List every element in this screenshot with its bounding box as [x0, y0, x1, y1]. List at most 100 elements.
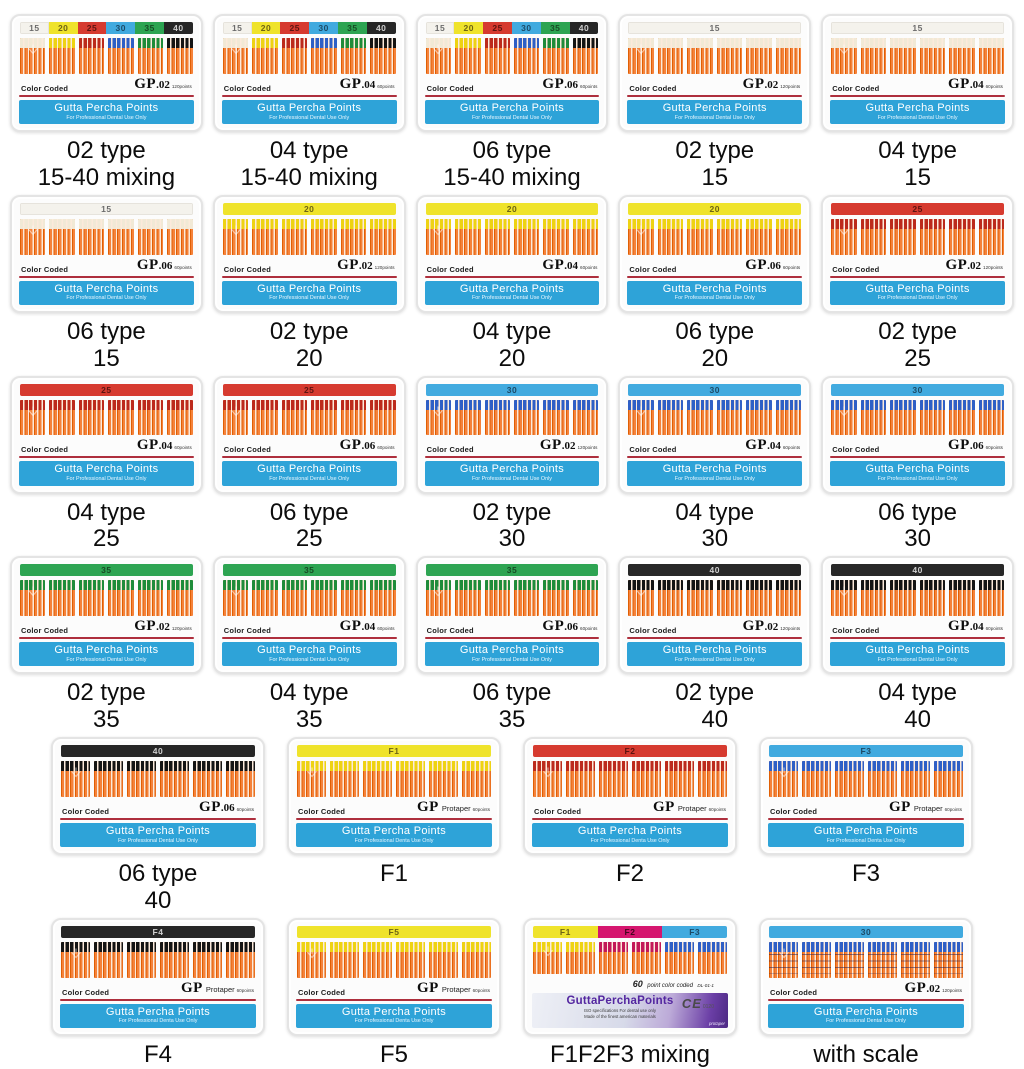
gp-logo-text: GP	[136, 437, 159, 454]
divider-red-line	[627, 456, 803, 459]
compartment	[628, 580, 654, 617]
gp-points-count: 60points	[782, 445, 801, 451]
package: 40 Color Coded GP .04 60points Gutta Percha P…	[821, 556, 1014, 675]
point-tips	[167, 399, 193, 410]
band-subtitle: For Professional Dental Use Only	[877, 114, 958, 121]
compartment	[78, 38, 105, 74]
point-tips	[802, 761, 831, 771]
point-tips	[484, 580, 510, 591]
size-strip-segment: 35	[135, 22, 164, 34]
band-title: Gutta Percha Points	[865, 644, 970, 657]
color-coded-label: Color Coded	[21, 445, 69, 455]
band-subtitle: For Professional Dental Use Only	[66, 656, 147, 663]
color-coded-label: Color Coded	[832, 83, 880, 93]
caption-line: F4	[143, 1040, 172, 1068]
caption-line: 06 type	[472, 137, 552, 164]
gp-points-count: 60points	[377, 83, 395, 89]
point-tips	[311, 38, 337, 48]
color-coded-label: Color Coded	[629, 626, 677, 636]
point-tips	[484, 218, 510, 229]
product-card-gp04-20: 20 Color Coded GP .04 60points Gutta Percha P…	[415, 194, 609, 373]
gp-brand: GP .06 60points	[137, 257, 192, 274]
package: 15 20 25 30 35 40 Color Coded GP .04 60points Gutt…	[212, 14, 406, 132]
point-tips	[252, 580, 278, 591]
caption: 02 type 30	[473, 499, 552, 554]
package-header: 35	[425, 564, 599, 577]
down-arrow-icon	[68, 766, 83, 786]
band-subtitle: For Professional Dental Use Only	[471, 114, 552, 121]
compartment	[222, 399, 249, 436]
compartment	[831, 580, 857, 617]
gp-points-count: 120points	[171, 83, 192, 89]
point-tips	[252, 38, 278, 48]
size-strip-segment: 30	[831, 383, 1004, 396]
product-card-gp04-25: 25 Color Coded GP .04 60points Gutta Percha P…	[10, 375, 203, 554]
point-tips	[978, 218, 1004, 229]
compartment	[484, 580, 510, 617]
divider-red-line	[830, 637, 1005, 640]
info-band: Gutta Percha Points For Professional Dent…	[627, 642, 803, 667]
package: F1 Color Coded GP Protaper 60points Gutta Per…	[287, 737, 501, 855]
caption-line: 06 type	[675, 317, 755, 345]
divider-red-line	[627, 94, 803, 97]
product-row-5: 40 Color Coded GP .06 60points Gutta Percha P…	[0, 737, 1024, 915]
point-tips	[949, 218, 975, 229]
compartments	[628, 218, 802, 255]
compartment	[429, 761, 458, 797]
point-tips	[455, 38, 481, 48]
info-band: Gutta Percha Points For Professional Dent…	[221, 280, 397, 305]
band-subtitle: For Professional Dental Use Only	[674, 656, 755, 663]
compartment	[901, 761, 930, 797]
gp-brand: GP Protaper 60points	[417, 799, 490, 816]
gp-logo-text: GP	[417, 798, 439, 815]
point-tips	[396, 761, 425, 771]
size-strip-segment: 35	[425, 564, 599, 577]
gp-model: .04	[767, 440, 781, 453]
point-tips	[802, 941, 831, 952]
caption-line: 30	[498, 525, 526, 553]
point-tips	[340, 38, 367, 48]
divider-red-line	[424, 94, 600, 97]
point-tips	[20, 399, 46, 410]
color-coded-label: Color Coded	[298, 806, 346, 816]
package: F1 F2 F3 60 point color coded DL-01-1 GuttaP…	[523, 917, 737, 1036]
gp-brand: GP .04 60points	[948, 76, 1003, 93]
caption-line: F1	[379, 860, 408, 887]
mix-code: DL-01-1	[697, 982, 714, 988]
label-row: Color Coded GP .02 120points	[629, 618, 800, 636]
compartments	[831, 580, 1004, 617]
divider-red-line	[60, 817, 256, 820]
color-coded-label: Color Coded	[426, 264, 474, 274]
point-tips	[193, 941, 222, 952]
gp-points-count: 60points	[708, 806, 726, 812]
label-row: Color Coded GP Protaper 60points	[298, 799, 490, 816]
size-strip-segment: 40	[366, 22, 396, 34]
point-tips	[628, 399, 654, 410]
compartments	[425, 218, 599, 255]
caption: 04 type 15	[878, 137, 957, 192]
compartment	[890, 399, 916, 436]
label-row: Color Coded GP .02 120points	[21, 618, 192, 635]
compartment	[802, 941, 831, 978]
compartment	[127, 761, 156, 797]
compartments	[769, 941, 963, 978]
divider-red-line	[627, 637, 803, 640]
compartment	[949, 399, 975, 436]
point-tips	[831, 580, 857, 591]
point-tips	[566, 941, 595, 952]
package: 25 Color Coded GP .02 120points Gutta Percha …	[821, 194, 1014, 313]
divider-red-line	[221, 637, 397, 640]
band-subtitle: For Professional Dental Use Only	[269, 656, 350, 663]
compartment	[484, 399, 510, 436]
label-row: Color Coded GP Protaper 60points	[298, 980, 490, 997]
caption-line: 02 type	[675, 679, 755, 707]
point-tips	[919, 580, 946, 591]
point-tips	[222, 399, 249, 410]
caption-line: 20	[701, 344, 729, 372]
label-row: Color Coded GP .06 60points	[62, 799, 254, 816]
package-header: 15 20 25 30 35 40	[222, 22, 396, 34]
compartment	[890, 580, 916, 617]
gp-model: .06	[969, 440, 984, 453]
compartment	[860, 218, 887, 255]
package-header: 35	[222, 564, 396, 577]
